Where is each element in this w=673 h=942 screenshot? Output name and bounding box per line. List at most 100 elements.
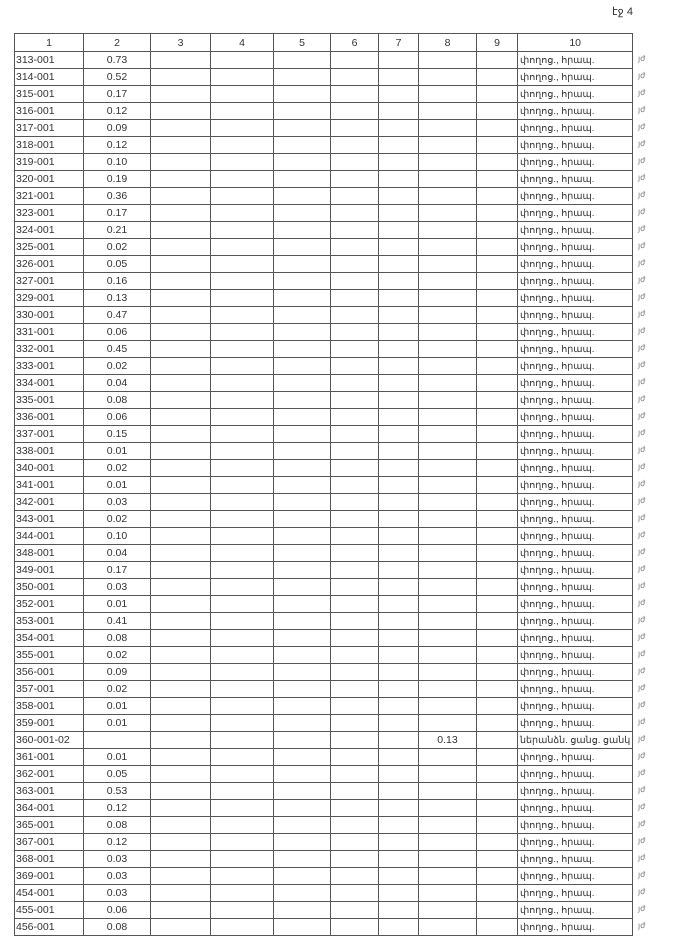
cell-col-6: [330, 459, 379, 477]
cell-col-4: [210, 374, 274, 392]
cell-col-10: փողոց., հրապ.: [516, 714, 634, 732]
table-row: 321-001 0.36 փողոց., հրապ.: [14, 187, 634, 205]
cell-col-10: փողոց., հրապ.: [516, 221, 634, 239]
cell-col-10: փողոց., հրապ.: [516, 697, 634, 715]
cell-col-4: [210, 323, 274, 341]
cell-col-9: [476, 323, 518, 341]
cell-col-4: [210, 612, 274, 630]
margin-mark: յժ: [638, 139, 646, 148]
cell-col-2: 0.02: [83, 680, 151, 698]
cell-col-1: 343-001: [14, 510, 84, 528]
cell-col-9: [476, 425, 518, 443]
cell-col-5: [273, 561, 331, 579]
table-row: 353-001 0.41 փողոց., հրապ.: [14, 612, 634, 630]
cell-col-9: [476, 136, 518, 154]
cell-col-5: [273, 391, 331, 409]
cell-col-9: [476, 901, 518, 919]
table-row: 358-001 0.01 փողոց., հրապ.: [14, 697, 634, 715]
table-row: 316-001 0.12 փողոց., հրապ.: [14, 102, 634, 120]
cell-col-5: [273, 714, 331, 732]
cell-col-7: [378, 204, 419, 222]
margin-mark: յժ: [638, 853, 646, 862]
cell-col-6: [330, 646, 379, 664]
table-row: 314-001 0.52 փողոց., հրապ.: [14, 68, 634, 86]
cell-col-8: [418, 425, 477, 443]
cell-col-9: [476, 782, 518, 800]
cell-col-4: [210, 476, 274, 494]
cell-col-4: [210, 459, 274, 477]
cell-col-1: 336-001: [14, 408, 84, 426]
cell-col-1: 314-001: [14, 68, 84, 86]
margin-mark: յժ: [638, 581, 646, 590]
table-row: 369-001 0.03 փողոց., հրապ.: [14, 867, 634, 885]
cell-col-10: փողոց., հրապ.: [516, 323, 634, 341]
cell-col-6: [330, 884, 379, 902]
cell-col-2: 0.17: [83, 561, 151, 579]
cell-col-3: [150, 561, 211, 579]
cell-col-2: 0.12: [83, 799, 151, 817]
cell-col-4: [210, 595, 274, 613]
cell-col-2: 0.04: [83, 544, 151, 562]
cell-col-9: [476, 238, 518, 256]
cell-col-6: [330, 442, 379, 460]
cell-col-5: [273, 544, 331, 562]
cell-col-2: 0.05: [83, 255, 151, 273]
cell-col-6: [330, 663, 379, 681]
margin-mark: յժ: [638, 309, 646, 318]
cell-col-10: փողոց., հրապ.: [516, 306, 634, 324]
cell-col-8: [418, 68, 477, 86]
cell-col-10: փողոց., հրապ.: [516, 255, 634, 273]
cell-col-2: 0.12: [83, 136, 151, 154]
cell-col-3: [150, 391, 211, 409]
cell-col-7: [378, 901, 419, 919]
cell-col-4: [210, 425, 274, 443]
cell-col-7: [378, 782, 419, 800]
cell-col-3: [150, 272, 211, 290]
cell-col-6: [330, 629, 379, 647]
cell-col-5: [273, 255, 331, 273]
margin-mark: յժ: [638, 71, 646, 80]
cell-col-2: 0.08: [83, 816, 151, 834]
cell-col-9: [476, 204, 518, 222]
cell-col-2: 0.06: [83, 901, 151, 919]
table-row: 320-001 0.19 փողոց., հրապ.: [14, 170, 634, 188]
cell-col-5: [273, 289, 331, 307]
cell-col-5: [273, 833, 331, 851]
cell-col-4: [210, 663, 274, 681]
cell-col-1: 335-001: [14, 391, 84, 409]
cell-col-3: [150, 238, 211, 256]
cell-col-2: 0.36: [83, 187, 151, 205]
margin-mark: յժ: [638, 241, 646, 250]
cell-col-5: [273, 136, 331, 154]
cell-col-4: [210, 918, 274, 936]
cell-col-5: [273, 204, 331, 222]
cell-col-10: փողոց., հրապ.: [516, 476, 634, 494]
cell-col-4: [210, 578, 274, 596]
cell-col-6: [330, 51, 379, 69]
cell-col-9: [476, 51, 518, 69]
cell-col-9: [476, 408, 518, 426]
table-row: 456-001 0.08 փողոց., հրապ.: [14, 918, 634, 936]
cell-col-7: [378, 544, 419, 562]
cell-col-4: [210, 391, 274, 409]
cell-col-1: 330-001: [14, 306, 84, 324]
cell-col-8: [418, 901, 477, 919]
header-row: 1 2 3 4 5 6 7 8 9 10: [14, 33, 634, 52]
cell-col-10: փողոց., հրապ.: [516, 663, 634, 681]
cell-col-8: [418, 663, 477, 681]
cell-col-7: [378, 527, 419, 545]
cell-col-7: [378, 408, 419, 426]
column-header: 2: [83, 33, 151, 52]
cell-col-5: [273, 731, 331, 749]
cell-col-5: [273, 527, 331, 545]
cell-col-3: [150, 833, 211, 851]
cell-col-5: [273, 425, 331, 443]
cell-col-9: [476, 170, 518, 188]
cell-col-1: 324-001: [14, 221, 84, 239]
cell-col-2: 0.47: [83, 306, 151, 324]
margin-mark: յժ: [638, 377, 646, 386]
margin-mark: յժ: [638, 666, 646, 675]
cell-col-9: [476, 357, 518, 375]
cell-col-1: 368-001: [14, 850, 84, 868]
table-row: 367-001 0.12 փողոց., հրապ.: [14, 833, 634, 851]
